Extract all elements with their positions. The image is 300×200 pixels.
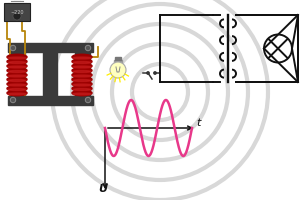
Ellipse shape xyxy=(7,77,27,82)
Ellipse shape xyxy=(8,84,26,86)
Ellipse shape xyxy=(7,86,27,91)
Circle shape xyxy=(154,72,156,74)
Ellipse shape xyxy=(72,63,92,69)
Bar xyxy=(114,60,122,64)
Circle shape xyxy=(85,46,91,50)
Ellipse shape xyxy=(7,59,27,64)
Circle shape xyxy=(11,46,14,49)
Bar xyxy=(8,43,93,52)
Ellipse shape xyxy=(73,88,91,90)
Bar xyxy=(115,57,121,60)
Ellipse shape xyxy=(73,75,91,77)
Ellipse shape xyxy=(8,88,26,90)
Ellipse shape xyxy=(73,66,91,68)
Ellipse shape xyxy=(8,79,26,82)
Ellipse shape xyxy=(72,59,92,64)
Ellipse shape xyxy=(72,72,92,78)
Ellipse shape xyxy=(7,54,27,60)
Ellipse shape xyxy=(8,71,26,72)
Ellipse shape xyxy=(72,54,92,60)
Ellipse shape xyxy=(73,79,91,82)
Circle shape xyxy=(86,98,89,102)
Ellipse shape xyxy=(7,72,27,78)
Text: t: t xyxy=(196,118,200,128)
Ellipse shape xyxy=(73,93,91,95)
Ellipse shape xyxy=(7,68,27,73)
Bar xyxy=(43,52,57,96)
Circle shape xyxy=(86,46,89,49)
Text: ~220: ~220 xyxy=(10,9,24,15)
Ellipse shape xyxy=(7,63,27,69)
Ellipse shape xyxy=(72,68,92,73)
Circle shape xyxy=(13,12,21,20)
Ellipse shape xyxy=(73,71,91,72)
Bar xyxy=(8,96,93,105)
Ellipse shape xyxy=(8,93,26,95)
Circle shape xyxy=(11,98,16,102)
Bar xyxy=(75,52,90,96)
Bar xyxy=(10,52,25,96)
Circle shape xyxy=(11,46,16,50)
Circle shape xyxy=(85,98,91,102)
Text: U: U xyxy=(98,184,107,194)
Ellipse shape xyxy=(7,81,27,87)
Circle shape xyxy=(11,98,14,102)
Ellipse shape xyxy=(73,84,91,86)
Ellipse shape xyxy=(8,66,26,68)
Ellipse shape xyxy=(72,90,92,96)
Ellipse shape xyxy=(72,86,92,91)
Circle shape xyxy=(147,72,149,74)
Ellipse shape xyxy=(7,90,27,96)
Ellipse shape xyxy=(73,57,91,59)
Ellipse shape xyxy=(8,57,26,59)
Bar xyxy=(4,3,30,21)
Ellipse shape xyxy=(72,77,92,82)
Ellipse shape xyxy=(8,75,26,77)
Ellipse shape xyxy=(8,62,26,64)
Circle shape xyxy=(110,62,126,78)
Ellipse shape xyxy=(73,62,91,64)
Ellipse shape xyxy=(72,81,92,87)
